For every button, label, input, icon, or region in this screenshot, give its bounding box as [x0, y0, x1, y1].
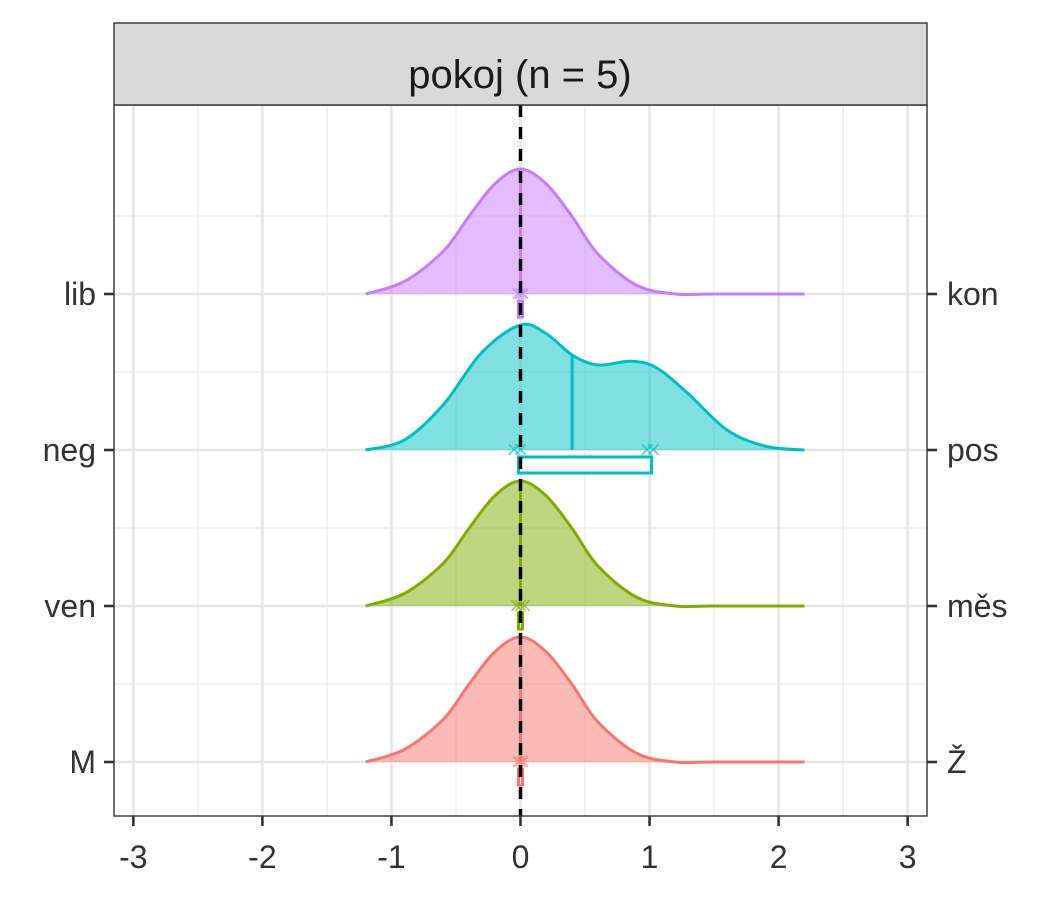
x-tick-label: 2	[770, 839, 788, 875]
x-tick-label: -2	[248, 839, 276, 875]
ridges-layer: ×××××××××××××	[365, 105, 805, 816]
panel-title: pokoj (n = 5)	[408, 53, 631, 97]
right-label-kon: kon	[947, 276, 999, 312]
density-fill-ven	[365, 481, 805, 607]
x-tick-label: -3	[119, 839, 147, 875]
left-label-lib: lib	[64, 276, 96, 312]
density-curve-lib	[365, 167, 805, 297]
left-label-M: M	[69, 744, 96, 780]
right-label-Ž: Ž	[947, 744, 967, 780]
strip-background	[113, 22, 928, 106]
density-fill-neg	[365, 324, 805, 450]
data-point-M: ×	[512, 749, 529, 773]
right-label-měs: měs	[947, 588, 1007, 624]
data-point-neg: ×	[645, 437, 662, 461]
data-point-ven: ×	[512, 593, 529, 617]
x-tick-label: 0	[512, 839, 530, 875]
density-fill-lib	[365, 169, 805, 295]
data-point-ven: ×	[516, 593, 533, 617]
data-point-neg: ×	[639, 437, 656, 461]
density-curve-neg	[365, 322, 805, 452]
data-point-neg: ×	[506, 437, 523, 461]
density-curve-ven	[365, 479, 805, 609]
left-label-ven: ven	[44, 588, 96, 624]
right-label-pos: pos	[947, 432, 999, 468]
x-tick-label: -1	[377, 839, 405, 875]
ridge-neg: ×× ××	[365, 322, 805, 475]
x-tick-label: 1	[641, 839, 659, 875]
data-point-M: ×	[515, 749, 532, 773]
box-neg	[517, 455, 654, 475]
data-point-neg: ×	[512, 437, 529, 461]
density-fill-M	[365, 637, 805, 763]
x-tick-label: 3	[899, 839, 917, 875]
data-point-lib: ×	[515, 281, 532, 305]
density-curve-M	[365, 635, 805, 765]
left-label-neg: neg	[43, 432, 96, 468]
strip-header: pokoj (n = 5)	[113, 22, 928, 106]
